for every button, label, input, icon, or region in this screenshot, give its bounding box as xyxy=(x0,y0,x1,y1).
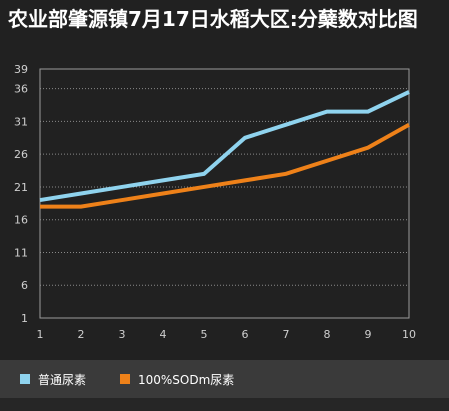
bottom-strip xyxy=(0,398,449,411)
y-tick-label: 21 xyxy=(14,181,28,194)
y-tick-label: 16 xyxy=(14,214,28,227)
x-tick-label: 7 xyxy=(283,328,290,341)
series-lines xyxy=(39,90,410,209)
legend: 普通尿素 100%SODm尿素 xyxy=(0,360,449,398)
plot-frame xyxy=(39,68,410,319)
y-tick-label: 11 xyxy=(14,246,28,259)
y-tick-label: 31 xyxy=(14,115,28,128)
legend-item-series-1[interactable]: 普通尿素 xyxy=(20,371,86,387)
legend-swatch xyxy=(20,374,30,384)
y-tick-label: 36 xyxy=(14,83,28,96)
x-tick-label: 4 xyxy=(160,328,167,341)
chart-title: 农业部肇源镇7月17日水稻大区:分蘖数对比图 xyxy=(8,7,418,31)
x-tick-labels: 1 2 3 4 5 6 7 8 9 10 xyxy=(37,328,417,341)
y-tick-label: 1 xyxy=(21,312,28,325)
x-tick-label: 8 xyxy=(324,328,331,341)
legend-item-series-2[interactable]: 100%SODm尿素 xyxy=(120,371,234,387)
legend-label: 普通尿素 xyxy=(38,372,87,387)
x-tick-label: 5 xyxy=(201,328,208,341)
y-tick-label: 39 xyxy=(14,63,28,76)
legend-label: 100%SODm尿素 xyxy=(138,372,235,387)
x-tick-label: 10 xyxy=(402,328,416,341)
x-tick-label: 1 xyxy=(37,328,44,341)
x-tick-label: 2 xyxy=(78,328,85,341)
series-line-2 xyxy=(40,122,410,209)
y-tick-label: 26 xyxy=(14,148,28,161)
legend-swatch xyxy=(120,374,130,384)
x-tick-label: 9 xyxy=(365,328,372,341)
x-tick-label: 3 xyxy=(119,328,126,341)
y-tick-label: 6 xyxy=(21,279,28,292)
axes xyxy=(39,68,410,319)
series-line-1 xyxy=(39,90,410,203)
x-tick-label: 6 xyxy=(242,328,249,341)
grid-lines xyxy=(40,88,409,286)
